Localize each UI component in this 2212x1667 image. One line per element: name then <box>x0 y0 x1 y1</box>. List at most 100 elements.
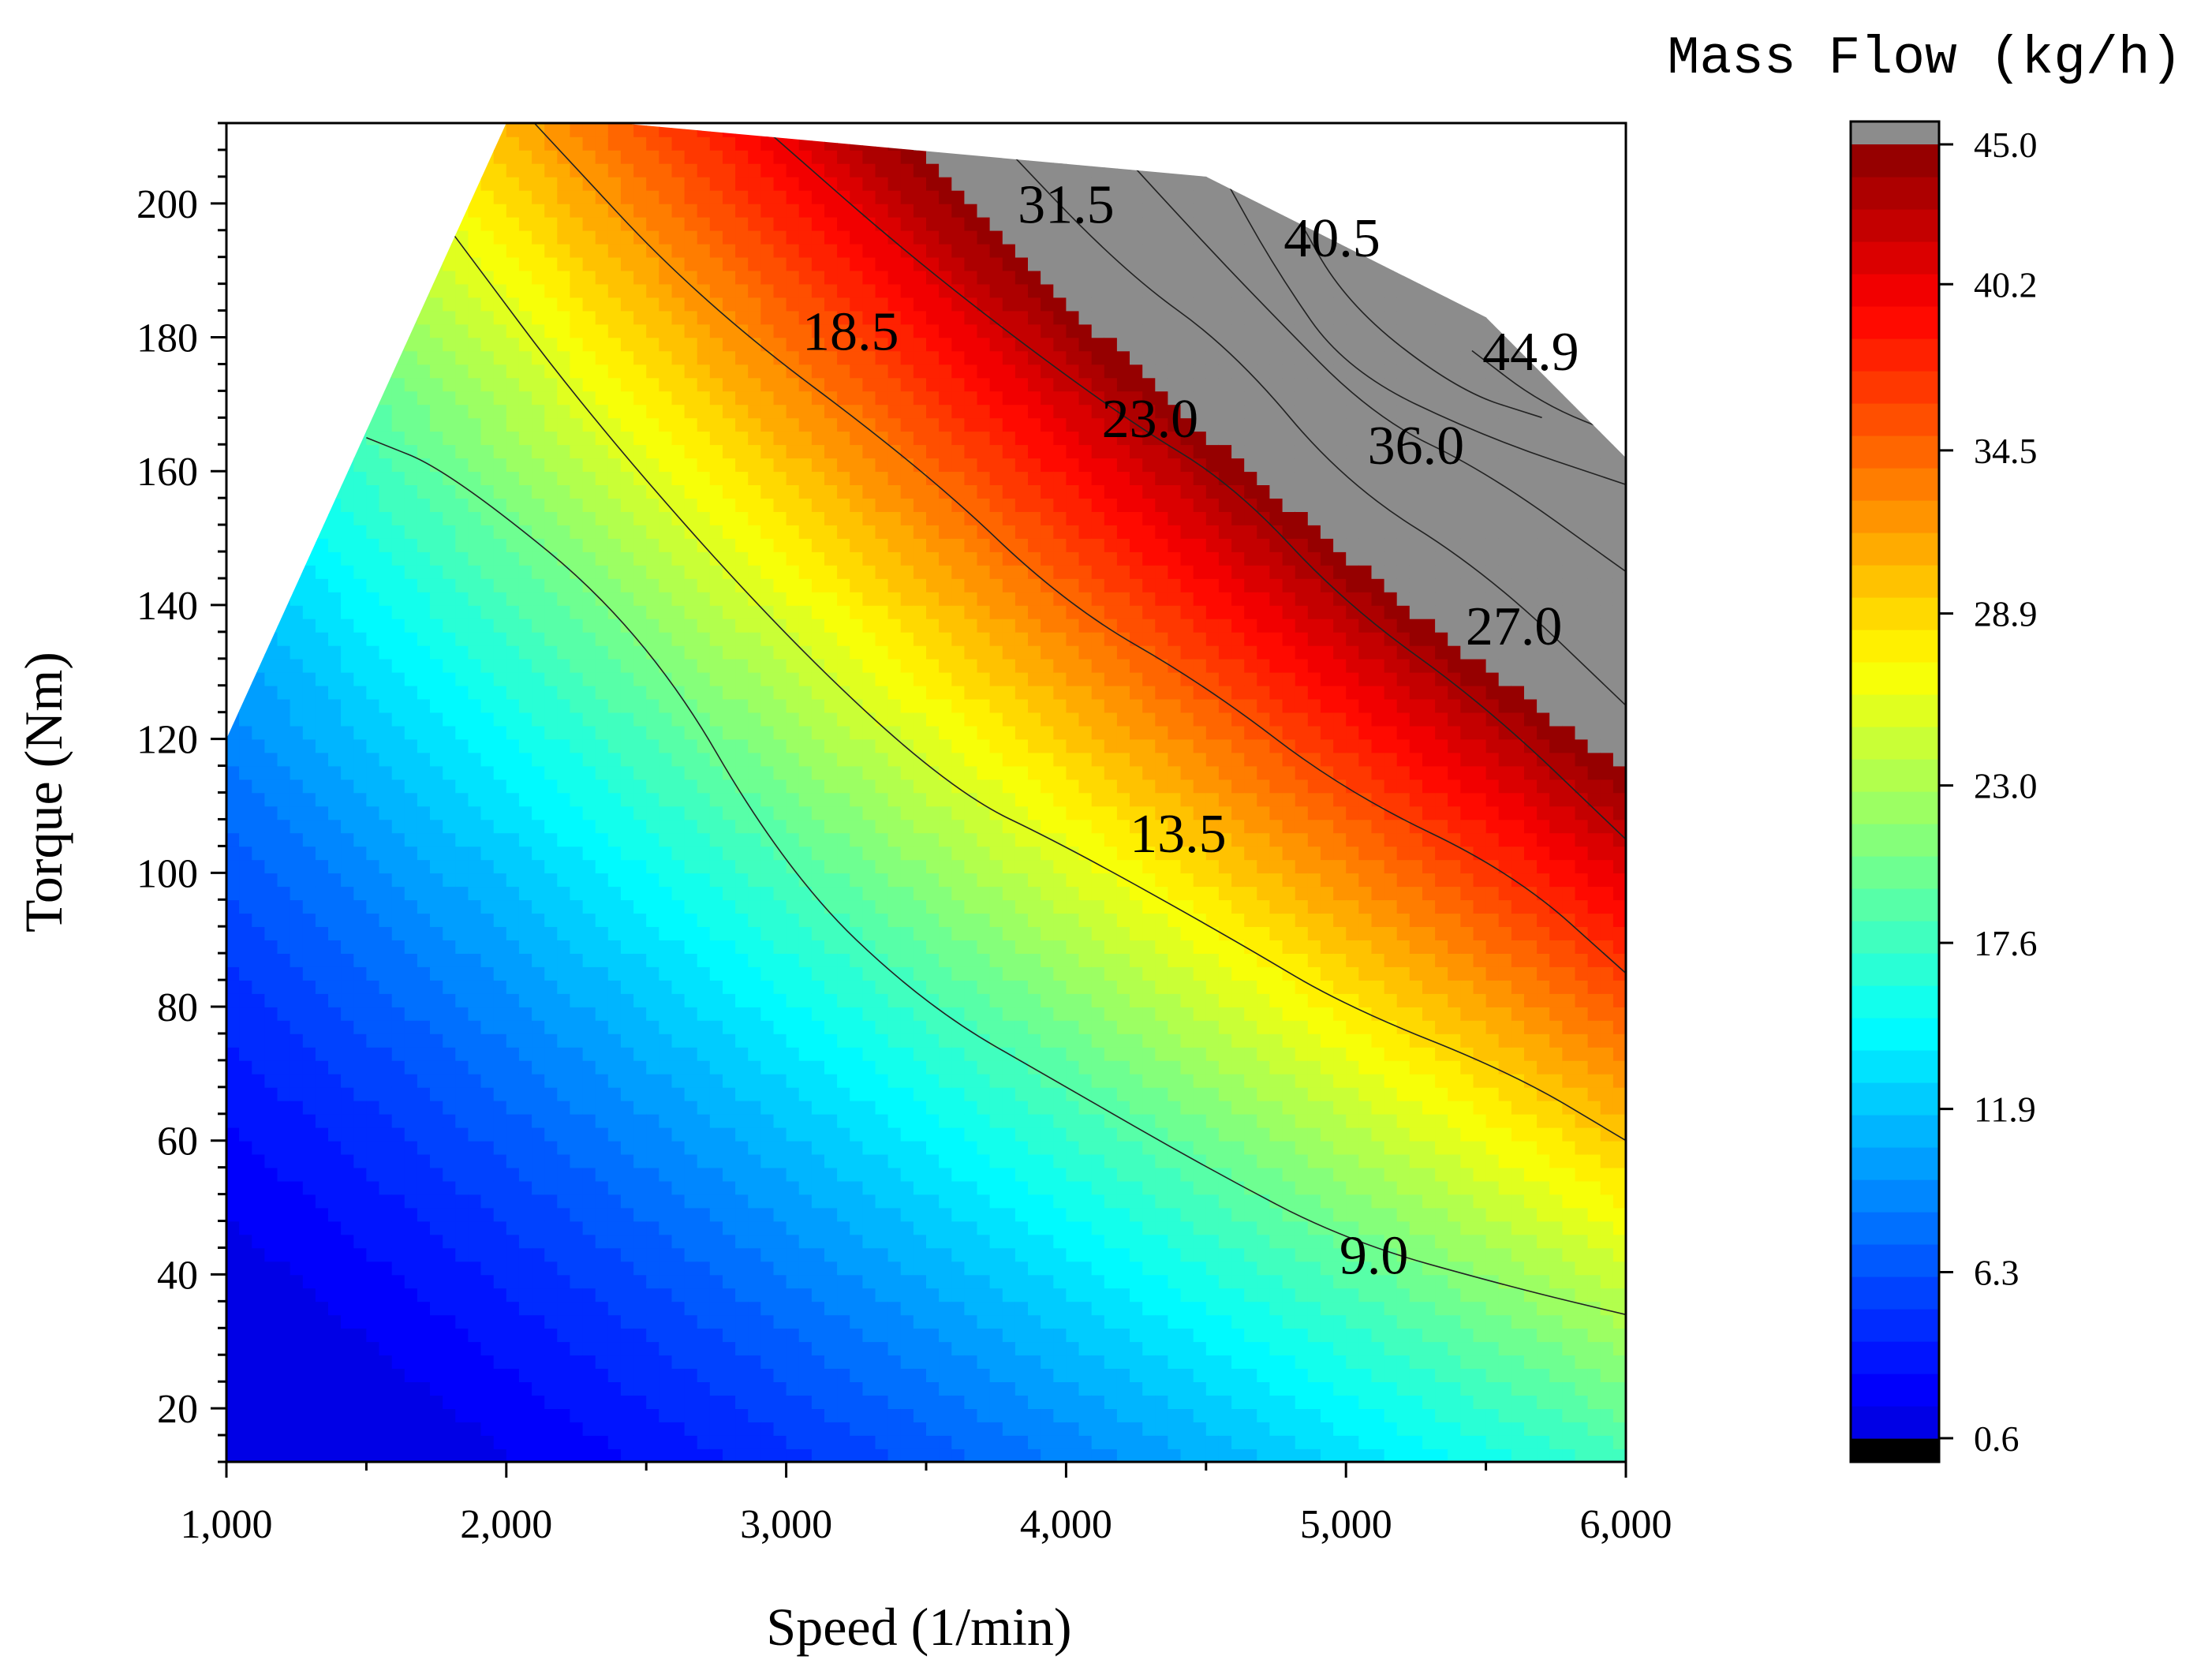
contour-cell <box>239 123 252 137</box>
contour-cell <box>417 899 431 914</box>
contour-cell <box>607 859 622 874</box>
contour-cell <box>353 1368 368 1382</box>
contour-cell <box>607 725 622 740</box>
contour-cell <box>379 873 393 888</box>
contour-cell <box>290 498 304 512</box>
contour-cell <box>226 1314 240 1329</box>
contour-cell <box>824 230 838 245</box>
contour-cell <box>798 458 813 473</box>
contour-cell <box>544 1435 559 1449</box>
contour-cell <box>544 645 559 660</box>
contour-cell <box>353 859 368 874</box>
contour-cell <box>671 618 686 633</box>
contour-cell <box>557 551 571 566</box>
contour-cell <box>723 685 736 700</box>
contour-cell <box>328 511 342 525</box>
contour-cell <box>697 1140 711 1155</box>
contour-cell <box>659 1140 673 1155</box>
contour-cell <box>697 149 711 164</box>
contour-cell <box>735 1261 749 1276</box>
contour-cell <box>850 1127 864 1142</box>
contour-cell <box>404 765 418 780</box>
contour-cell <box>607 1422 622 1436</box>
contour-cell <box>824 1046 838 1061</box>
contour-cell <box>607 899 622 914</box>
contour-cell <box>824 592 838 606</box>
contour-cell <box>353 404 368 419</box>
contour-cell <box>837 1301 850 1316</box>
contour-cell <box>532 685 545 700</box>
contour-cell <box>544 565 559 579</box>
contour-cell <box>570 886 584 901</box>
contour-cell <box>595 953 609 967</box>
contour-cell <box>518 391 532 406</box>
contour-cell <box>455 1234 469 1249</box>
contour-cell <box>773 431 787 446</box>
contour-cell <box>328 551 342 566</box>
contour-cell <box>290 1261 304 1276</box>
contour-cell <box>341 846 354 861</box>
contour-cell <box>748 765 762 780</box>
contour-cell <box>557 1207 571 1222</box>
contour-cell <box>570 283 584 298</box>
contour-cell <box>430 779 443 794</box>
contour-cell <box>379 350 393 365</box>
contour-cell <box>226 592 240 606</box>
contour-cell <box>532 444 545 459</box>
contour-cell <box>493 136 507 151</box>
contour-cell <box>315 1033 329 1048</box>
contour-cell <box>468 645 482 660</box>
contour-cell <box>404 230 418 245</box>
contour-cell <box>315 1261 329 1276</box>
contour-cell <box>659 792 673 807</box>
contour-cell <box>264 337 278 352</box>
contour-cell <box>773 1020 787 1034</box>
contour-cell <box>595 1140 609 1155</box>
contour-cell <box>302 417 316 432</box>
contour-cell <box>837 940 850 954</box>
contour-cell <box>723 417 736 432</box>
contour-cell <box>315 873 329 888</box>
contour-cell <box>659 525 673 539</box>
contour-cell <box>341 779 354 794</box>
contour-cell <box>684 391 698 406</box>
contour-cell <box>226 136 240 151</box>
contour-cell <box>735 738 749 753</box>
contour-cell <box>443 484 457 499</box>
contour-cell <box>633 1180 647 1195</box>
contour-cell <box>659 391 673 406</box>
contour-cell <box>582 189 596 204</box>
contour-cell <box>760 1007 775 1021</box>
contour-cell <box>480 792 495 807</box>
contour-cell <box>646 1234 660 1249</box>
contour-cell <box>379 618 393 633</box>
contour-cell <box>430 1247 443 1262</box>
contour-cell <box>582 216 596 231</box>
contour-cell <box>684 270 698 285</box>
contour-cell <box>773 377 787 392</box>
contour-cell <box>315 1007 329 1021</box>
contour-cell <box>391 1435 405 1449</box>
contour-cell <box>633 685 647 700</box>
contour-cell <box>518 1033 532 1048</box>
contour-cell <box>480 765 495 780</box>
contour-cell <box>430 230 443 245</box>
contour-cell <box>557 1100 571 1115</box>
contour-cell <box>773 203 787 218</box>
contour-cell <box>430 913 443 927</box>
contour-cell <box>277 712 291 727</box>
contour-cell <box>252 859 266 874</box>
contour-cell <box>633 337 647 352</box>
contour-cell <box>353 270 368 285</box>
contour-cell <box>226 1288 240 1303</box>
contour-cell <box>277 859 291 874</box>
contour-cell <box>570 136 584 151</box>
contour-cell <box>391 1422 405 1436</box>
contour-cell <box>366 953 380 967</box>
contour-cell <box>544 1194 559 1209</box>
contour-cell <box>518 1140 532 1155</box>
contour-cell <box>773 913 787 927</box>
contour-cell <box>557 980 571 994</box>
contour-cell <box>455 1220 469 1235</box>
contour-cell <box>633 953 647 967</box>
